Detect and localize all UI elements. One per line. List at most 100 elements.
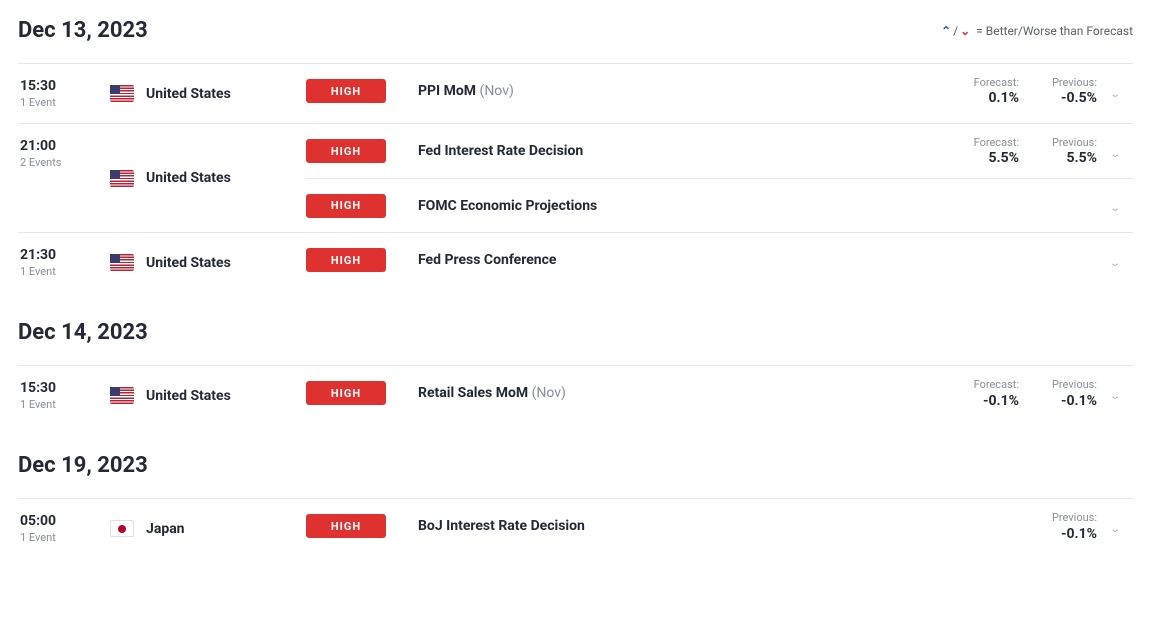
- previous-column: Previous:-0.1%: [1019, 378, 1097, 408]
- time-column: 15:301 Event: [18, 64, 110, 123]
- event-time: 05:00: [20, 513, 110, 529]
- forecast-column: Forecast:-0.1%: [941, 378, 1019, 408]
- forecast-column: Forecast:0.1%: [941, 76, 1019, 106]
- forecast-column: Forecast:5.5%: [941, 136, 1019, 166]
- time-group: 05:00 1 Event Japan HIGHBoJ Interest Rate D…: [18, 498, 1133, 558]
- time-group: 21:00 2 Events United States HIGH Fed Intere…: [18, 123, 1133, 232]
- events-column: HIGHBoJ Interest Rate DecisionPrevious:-…: [306, 499, 1133, 558]
- economic-calendar: Dec 13, 2023⌃/⌄= Better/Worse than Forec…: [18, 18, 1133, 558]
- flag-icon: [110, 387, 134, 404]
- event-row[interactable]: HIGH Fed Press Conference ⌄: [306, 233, 1133, 287]
- expand-toggle[interactable]: ⌄: [1097, 196, 1133, 215]
- flag-icon: [110, 85, 134, 102]
- impact-badge: HIGH: [306, 514, 386, 538]
- country-name: United States: [146, 170, 231, 186]
- event-title: Retail Sales MoM: [418, 385, 528, 401]
- event-name: Fed Interest Rate Decision: [418, 143, 941, 159]
- forecast-legend: ⌃/⌄ = Better/Worse than Forecast: [941, 24, 1133, 38]
- time-column: 05:00 1 Event: [18, 499, 110, 558]
- event-title: PPI MoM: [418, 83, 476, 99]
- previous-label: Previous:: [1019, 136, 1097, 150]
- chevron-down-icon: ⌄: [1109, 258, 1121, 269]
- time-group-inner: 15:301 Event United States HIGH Retail Sale…: [18, 366, 1133, 425]
- impact-badge: HIGH: [306, 381, 386, 405]
- events-column: HIGH Fed Press Conference ⌄: [306, 233, 1133, 292]
- legend-worse-icon: ⌄: [960, 24, 970, 38]
- day-title: Dec 13, 2023: [18, 18, 148, 43]
- legend-better-icon: ⌃: [941, 24, 951, 38]
- chevron-down-icon: ⌄: [1109, 391, 1121, 402]
- event-row[interactable]: HIGHRetail Sales MoM (Nov)Forecast:-0.1%…: [306, 366, 1133, 420]
- event-row[interactable]: HIGH FOMC Economic Projections ⌄: [306, 178, 1133, 232]
- event-count: 1 Event: [20, 265, 110, 278]
- time-group: 21:30 1 Event United States HIGH Fed Press C…: [18, 232, 1133, 292]
- event-title: Fed Interest Rate Decision: [418, 143, 583, 159]
- forecast-value: 0.1%: [941, 90, 1019, 106]
- time-column: 21:00 2 Events: [18, 124, 110, 232]
- legend-separator: /: [953, 24, 958, 38]
- chevron-down-icon: ⌄: [1109, 89, 1121, 100]
- previous-label: Previous:: [1019, 378, 1097, 392]
- event-title: FOMC Economic Projections: [418, 198, 597, 214]
- expand-toggle[interactable]: ⌄: [1097, 82, 1133, 101]
- impact-badge: HIGH: [306, 139, 386, 163]
- event-period: (Nov): [480, 83, 514, 99]
- flag-icon: [110, 520, 134, 537]
- event-time: 15:30: [20, 380, 110, 396]
- event-time: 21:30: [20, 247, 110, 263]
- event-name: Fed Press Conference: [418, 252, 941, 268]
- events-column: HIGH Fed Interest Rate Decision Forecast:5…: [306, 124, 1133, 232]
- previous-column: Previous:-0.5%: [1019, 76, 1097, 106]
- event-time: 21:00: [20, 138, 110, 154]
- country-column[interactable]: United States: [110, 366, 306, 425]
- flag-icon: [110, 254, 134, 271]
- day-title: Dec 14, 2023: [18, 320, 148, 345]
- country-name: United States: [146, 86, 231, 102]
- country-name: United States: [146, 388, 231, 404]
- day-header: Dec 14, 2023: [18, 320, 1133, 345]
- legend-text: = Better/Worse than Forecast: [976, 24, 1133, 38]
- event-count: 1 Event: [20, 531, 110, 544]
- time-column: 21:30 1 Event: [18, 233, 110, 292]
- day-title: Dec 19, 2023: [18, 453, 148, 478]
- time-column: 15:301 Event: [18, 366, 110, 425]
- event-time: 15:30: [20, 78, 110, 94]
- event-period: (Nov): [532, 385, 566, 401]
- previous-value: -0.1%: [1019, 526, 1097, 542]
- time-group: 15:301 Event United States HIGH Retail Sale…: [18, 365, 1133, 425]
- country-column[interactable]: United States: [110, 124, 306, 232]
- event-title: Fed Press Conference: [418, 252, 556, 268]
- previous-value: -0.5%: [1019, 90, 1097, 106]
- country-column[interactable]: United States: [110, 64, 306, 123]
- forecast-value: -0.1%: [941, 393, 1019, 409]
- event-name: FOMC Economic Projections: [418, 198, 941, 214]
- previous-label: Previous:: [1019, 511, 1097, 525]
- day-block: Dec 13, 2023⌃/⌄= Better/Worse than Forec…: [18, 18, 1133, 292]
- event-row[interactable]: HIGHBoJ Interest Rate DecisionPrevious:-…: [306, 499, 1133, 553]
- country-column[interactable]: Japan: [110, 499, 306, 558]
- events-column: HIGHPPI MoM (Nov)Forecast:0.1%Previous:-…: [306, 64, 1133, 123]
- previous-value: 5.5%: [1019, 150, 1097, 166]
- expand-toggle[interactable]: ⌄: [1097, 142, 1133, 161]
- expand-toggle[interactable]: ⌄: [1097, 251, 1133, 270]
- forecast-value: 5.5%: [941, 150, 1019, 166]
- impact-badge: HIGH: [306, 248, 386, 272]
- chevron-down-icon: ⌄: [1109, 203, 1121, 214]
- event-row[interactable]: HIGH Fed Interest Rate Decision Forecast:5…: [306, 124, 1133, 178]
- chevron-down-icon: ⌄: [1109, 524, 1121, 535]
- country-name: United States: [146, 255, 231, 271]
- forecast-label: Forecast:: [941, 136, 1019, 150]
- time-group-inner: 21:00 2 Events United States HIGH Fed Intere…: [18, 124, 1133, 232]
- previous-column: Previous:-0.1%: [1019, 511, 1097, 541]
- event-row[interactable]: HIGHPPI MoM (Nov)Forecast:0.1%Previous:-…: [306, 64, 1133, 118]
- event-name: Retail Sales MoM (Nov): [418, 385, 941, 401]
- expand-toggle[interactable]: ⌄: [1097, 517, 1133, 536]
- day-header: Dec 13, 2023 ⌃/⌄ = Better/Worse than Forec…: [18, 18, 1133, 43]
- country-column[interactable]: United States: [110, 233, 306, 292]
- event-count: 2 Events: [20, 156, 110, 169]
- forecast-label: Forecast:: [941, 76, 1019, 90]
- expand-toggle[interactable]: ⌄: [1097, 384, 1133, 403]
- impact-badge: HIGH: [306, 194, 386, 218]
- previous-value: -0.1%: [1019, 393, 1097, 409]
- country-name: Japan: [146, 521, 185, 537]
